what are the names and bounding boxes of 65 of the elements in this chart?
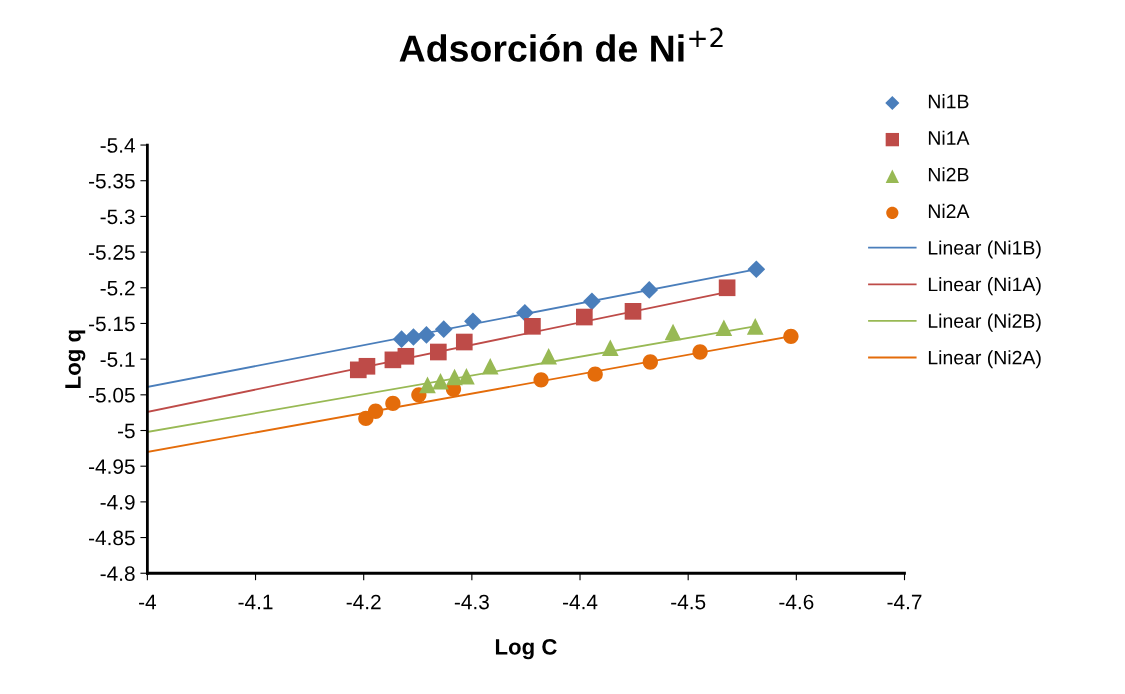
point (624, 303, 642, 320)
legend-label: Linear (Ni2B) (928, 313, 1041, 332)
y-tick-label: -4.8 (100, 566, 135, 581)
point (429, 343, 447, 361)
point (367, 403, 384, 419)
y-axis-title: Log q (65, 330, 86, 388)
point (640, 281, 659, 299)
x-tick-label: -4.4 (562, 594, 598, 610)
legend-label: Linear (Ni2A) (928, 350, 1041, 369)
point (481, 357, 499, 375)
legend-label: Ni2B (928, 167, 969, 182)
point (524, 317, 541, 335)
legend-label: Ni2A (928, 203, 970, 218)
x-tick-label: -4.1 (238, 594, 273, 610)
point (587, 366, 603, 382)
point (583, 292, 601, 311)
point (385, 395, 401, 412)
x-tick-label: -4.7 (887, 594, 922, 610)
legend-label: Ni1B (928, 94, 969, 109)
legend-label: Linear (Ni1A) (928, 277, 1041, 296)
point (417, 326, 436, 344)
point (747, 260, 766, 279)
legend-label: Ni1A (928, 130, 970, 145)
point (533, 372, 549, 388)
point (783, 328, 799, 344)
y-tick-label: -4.85 (89, 530, 135, 546)
y-tick-label: -5.05 (89, 387, 135, 403)
x-tick-label: -4.6 (779, 594, 814, 610)
point (404, 328, 423, 346)
point (392, 330, 411, 348)
y-tick-label: -5.1 (100, 352, 135, 367)
y-tick-label: -5.2 (100, 280, 135, 296)
point (434, 320, 453, 339)
y-tick-label: -5.25 (89, 245, 135, 260)
y-tick-label: -5.35 (89, 173, 135, 189)
point (455, 333, 473, 351)
point (715, 319, 733, 337)
point (664, 323, 682, 341)
y-tick-label: -5.15 (89, 316, 135, 332)
x-tick-label: -4.2 (346, 594, 381, 610)
point (458, 367, 475, 385)
x-tick-label: -4.5 (671, 594, 706, 610)
x-tick-label: -4 (139, 594, 157, 610)
x-axis-title: Log C (495, 638, 557, 660)
point (540, 347, 557, 365)
point (576, 308, 593, 326)
y-tick-label: -5 (117, 423, 135, 439)
y-tick-label: -5.4 (100, 138, 135, 153)
point (692, 344, 708, 360)
point (642, 354, 658, 370)
chart-title: Adsorción de Ni$^{+2}$ (399, 27, 723, 62)
y-tick-label: -4.9 (100, 494, 135, 510)
point (358, 357, 376, 375)
y-tick-label: -4.95 (89, 459, 135, 474)
point (516, 303, 534, 322)
point (432, 372, 449, 390)
point (601, 339, 619, 357)
point (419, 376, 436, 394)
legend-label: Linear (Ni1B) (928, 240, 1041, 259)
point (464, 312, 482, 331)
x-tick-label: -4.3 (454, 594, 489, 610)
point (397, 347, 415, 365)
y-tick-label: -5.3 (100, 209, 135, 225)
point (746, 317, 764, 335)
point (718, 279, 736, 297)
